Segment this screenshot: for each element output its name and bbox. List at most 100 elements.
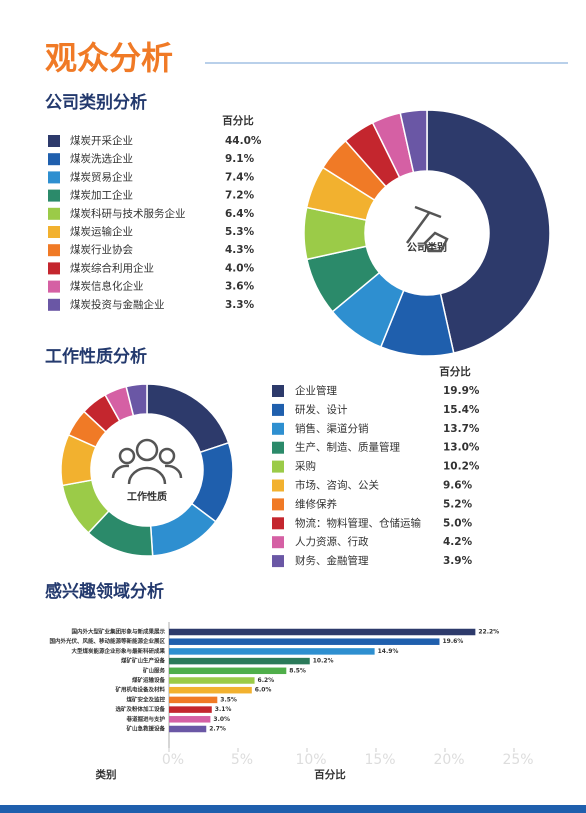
legend-label: 销售、渠道分销 [295,422,369,435]
bar-value: 10.2% [313,658,334,665]
chart-title: 公司类别分析 [45,92,147,113]
bar [169,628,476,636]
legend-label: 煤炭贸易企业 [70,170,133,183]
icon [405,205,449,253]
legend-label: 煤炭综合利用企业 [70,261,154,274]
x-axis-label: 百分比 [314,768,346,781]
legend-label: 煤炭信息化企业 [70,280,144,293]
legend-swatch [272,422,284,435]
legend-swatch [48,189,60,202]
x-tick-label: 5% [231,752,253,768]
legend-label: 煤炭开采企业 [70,134,133,147]
legend-swatch [272,479,284,492]
bar-category: 矿山急救援设备 [126,725,165,733]
legend-swatch [48,298,60,311]
bar-value: 14.9% [378,648,399,655]
legend-swatch [272,517,284,530]
legend-value: 5.0% [443,517,473,529]
bar-value: 3.5% [220,696,237,703]
bar [169,706,212,713]
legend-value: 7.2% [225,190,255,202]
donut-slice [426,109,551,354]
x-tick-label: 0% [162,752,184,768]
bar [169,638,440,645]
bar-category: 巷道掘进与支护 [125,715,165,723]
legend-swatch [48,153,60,166]
donut-slice [399,109,428,174]
legend-swatch [272,536,284,549]
legend-swatch [48,244,60,257]
bar-category: 矿山服务 [143,666,166,674]
bar-category: 国内外大型矿业集团形象与新成果展示 [71,628,165,636]
bar-category: 矿用机电设备及材料 [115,686,165,694]
legend-value: 10.2% [443,461,480,473]
legend-label: 企业管理 [295,384,337,397]
legend-label: 维修保养 [295,497,337,510]
legend-value: 6.4% [225,208,255,220]
legend-value: 7.4% [225,171,255,183]
icon [158,447,176,465]
bar-category: 选矿及粉体加工设备 [115,705,165,713]
legend-value: 19.9% [443,385,480,397]
bar [169,725,207,733]
bar-value: 2.7% [209,726,226,733]
legend-value: 9.6% [443,480,473,492]
chart-title: 工作性质分析 [45,346,147,367]
bar [169,686,252,694]
bar [169,657,310,665]
bar-value: 3.0% [213,716,230,723]
legend-value: 3.3% [225,299,255,311]
value-header: 百分比 [439,365,471,378]
legend-label: 财务、金融管理 [295,554,369,567]
legend-value: 4.0% [225,262,255,274]
bar [169,677,255,684]
x-tick-label: 10% [295,752,326,768]
bar-value: 6.2% [258,677,275,684]
legend-swatch [48,207,60,220]
bar-category: 煤矿运输设备 [132,676,166,684]
center-label: 工作性质 [127,490,167,503]
legend-label: 煤炭投资与金融企业 [70,298,165,311]
icon [111,464,183,485]
x-tick-label: 20% [433,752,464,768]
bar-value: 8.5% [289,667,306,674]
legend-label: 煤炭运输企业 [70,225,133,238]
legend-label: 研发、设计 [295,403,348,416]
legend-label: 市场、咨询、公关 [295,479,379,492]
legend-value: 4.2% [443,536,473,548]
legend-value: 15.4% [443,404,480,416]
value-header: 百分比 [222,114,254,127]
bar-value: 19.6% [442,638,463,645]
legend-swatch [272,460,284,473]
legend-swatch [48,135,60,147]
legend-label: 物流：物料管理、仓储运输 [295,516,421,529]
legend-swatch [48,171,60,184]
legend-value: 13.7% [443,423,480,435]
chart-title: 感兴趣领域分析 [45,581,164,602]
legend-value: 5.2% [443,498,473,510]
x-tick-label: 15% [364,752,395,768]
bar [169,648,375,655]
legend-value: 4.3% [225,244,255,256]
bar-category: 大型煤炭能源企业形象与最新科研成果 [71,647,165,655]
bar [169,716,211,723]
legend-value: 3.9% [443,555,473,567]
legend-label: 煤炭洗选企业 [70,152,133,165]
legend-value: 44.0% [225,135,262,147]
footer-bar [0,805,586,813]
legend-label: 人力资源、行政 [295,535,369,548]
legend-swatch [272,403,284,416]
bar [169,696,218,704]
legend-label: 生产、制造、质量管理 [295,441,400,454]
bar-value: 3.1% [215,706,232,713]
legend-value: 5.3% [225,226,255,238]
legend-swatch [272,385,284,397]
bar-category: 煤矿矿山生产设备 [121,657,166,665]
legend-swatch [48,226,60,238]
x-tick-label: 25% [502,752,533,768]
legend-swatch [272,441,284,454]
legend-swatch [272,498,284,511]
legend-value: 9.1% [225,153,255,165]
icon [135,438,159,462]
